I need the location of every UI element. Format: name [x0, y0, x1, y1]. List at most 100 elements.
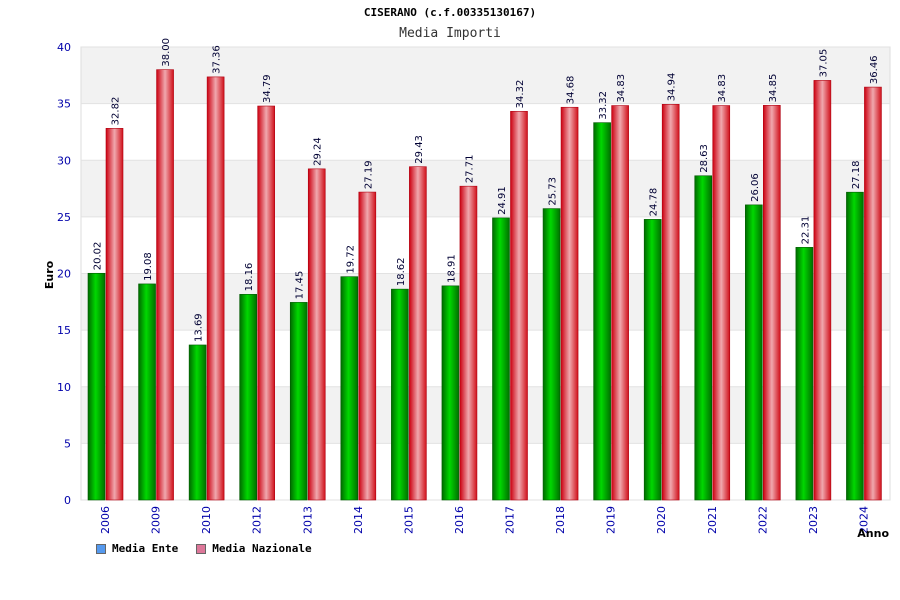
data-label: 24.91: [497, 186, 508, 215]
data-label: 19.72: [345, 245, 356, 274]
data-label: 33.32: [598, 91, 609, 120]
y-tick-label: 25: [57, 211, 71, 224]
data-label: 38.00: [161, 38, 172, 67]
y-tick-label: 15: [57, 324, 71, 337]
x-tick-label: 2014: [352, 506, 365, 534]
bar-media-ente-2021: [694, 175, 713, 501]
bar-media-nazionale-2009: [156, 69, 174, 501]
data-label: 34.85: [768, 74, 779, 103]
legend-label-media-ente: Media Ente: [112, 542, 179, 555]
data-label: 28.63: [699, 144, 710, 173]
data-label: 32.82: [111, 97, 122, 126]
data-label: 18.62: [396, 257, 407, 286]
x-tick-label: 2019: [605, 506, 618, 534]
data-label: 34.32: [515, 80, 526, 109]
x-tick-label: 2015: [402, 506, 415, 534]
y-tick-label: 30: [57, 154, 71, 167]
y-tick-label: 0: [64, 494, 71, 507]
y-axis-label: Euro: [43, 260, 56, 289]
bar-media-nazionale-2016: [459, 185, 478, 501]
bar-media-nazionale-2010: [206, 76, 225, 501]
bar-media-ente-2017: [492, 217, 510, 501]
bar-media-nazionale-2020: [661, 104, 680, 501]
y-tick-label: 35: [57, 98, 71, 111]
data-label: 20.02: [93, 242, 104, 271]
x-tick-label: 2021: [706, 506, 719, 534]
bar-media-ente-2015: [391, 288, 409, 501]
data-label: 26.06: [750, 173, 761, 202]
legend: Media Ente Media Nazionale: [96, 542, 312, 555]
bar-media-ente-2022: [745, 204, 763, 501]
bar-media-ente-2016: [441, 285, 460, 501]
chart-subtitle: Media Importi: [399, 26, 501, 41]
x-tick-label: 2010: [200, 506, 213, 534]
data-label: 34.83: [616, 74, 627, 103]
x-tick-label: 2018: [554, 506, 567, 534]
bar-media-nazionale-2021: [712, 105, 731, 501]
data-label: 37.36: [212, 45, 223, 74]
bar-media-ente-2018: [542, 208, 561, 501]
data-labels: 20.02 32.82 19.08 38.00 13.69 37.36 18.16 34.79…: [93, 38, 880, 342]
bar-media-nazionale-2018: [560, 106, 579, 501]
bars: [87, 69, 882, 501]
bar-media-ente-2010: [188, 344, 207, 501]
data-label: 22.31: [800, 216, 811, 245]
x-tick-label: 2009: [150, 506, 163, 534]
y-tick-label: 5: [64, 437, 71, 450]
y-tick-label: 10: [57, 381, 71, 394]
bar-media-nazionale-2023: [813, 80, 832, 501]
data-label: 24.78: [649, 188, 660, 217]
legend-item-media-ente: Media Ente: [96, 542, 178, 555]
data-label: 18.91: [446, 254, 457, 283]
bar-media-nazionale-2013: [307, 168, 326, 501]
bar-media-ente-2009: [138, 283, 156, 501]
data-label: 36.46: [869, 55, 880, 84]
data-label: 17.45: [295, 271, 306, 300]
y-tick-label: 40: [57, 41, 71, 54]
y-tick-label: 20: [57, 268, 71, 281]
x-tick-label: 2017: [504, 506, 517, 534]
x-tick-label: 2024: [857, 506, 870, 534]
data-label: 25.73: [548, 177, 559, 206]
x-tick-label: 2006: [99, 506, 112, 534]
data-label: 34.94: [667, 73, 678, 102]
x-tick-label: 2022: [756, 506, 769, 534]
x-tick-label: 2013: [301, 506, 314, 534]
data-label: 34.68: [566, 76, 577, 105]
bar-media-nazionale-2019: [611, 105, 629, 501]
bar-media-ente-2014: [340, 276, 359, 501]
x-tick-label: 2012: [251, 506, 264, 534]
bar-media-ente-2024: [846, 191, 864, 501]
bar-media-nazionale-2015: [409, 166, 427, 501]
data-label: 29.24: [313, 137, 324, 166]
bar-media-ente-2019: [593, 122, 611, 501]
legend-swatch-media-nazionale: [196, 543, 207, 554]
chart-title: CISERANO (c.f.00335130167): [364, 6, 536, 19]
data-label: 34.79: [262, 74, 273, 103]
x-axis-label: Anno: [857, 527, 889, 540]
x-axis-ticks: 2006 2009 2010 2012 2013 2014 2015 2016 2017 2018…: [99, 506, 870, 534]
bar-media-nazionale-2017: [510, 111, 528, 501]
x-tick-label: 2020: [655, 506, 668, 534]
legend-swatch-media-ente: [96, 543, 106, 554]
legend-label-media-nazionale: Media Nazionale: [212, 542, 312, 555]
x-tick-label: 2016: [453, 506, 466, 534]
bar-media-nazionale-2014: [358, 191, 377, 501]
bar-media-nazionale-2012: [257, 105, 275, 501]
bar-media-ente-2013: [289, 302, 308, 501]
data-label: 29.43: [414, 135, 425, 164]
x-tick-label: 2023: [807, 506, 820, 534]
bar-media-ente-2020: [643, 219, 662, 501]
bar-media-ente-2023: [795, 247, 814, 501]
legend-item-media-nazionale: Media Nazionale: [196, 542, 312, 555]
data-label: 27.19: [363, 160, 374, 189]
bar-media-ente-2006: [87, 272, 106, 501]
data-label: 37.05: [818, 49, 829, 78]
y-axis-ticks: 0 5 10 15 20 25 30 35 40: [57, 41, 71, 507]
data-label: 18.16: [244, 263, 255, 292]
data-label: 27.71: [464, 155, 475, 184]
data-label: 19.08: [143, 252, 154, 281]
bar-media-nazionale-2022: [763, 105, 781, 501]
bar-media-ente-2012: [239, 294, 257, 501]
